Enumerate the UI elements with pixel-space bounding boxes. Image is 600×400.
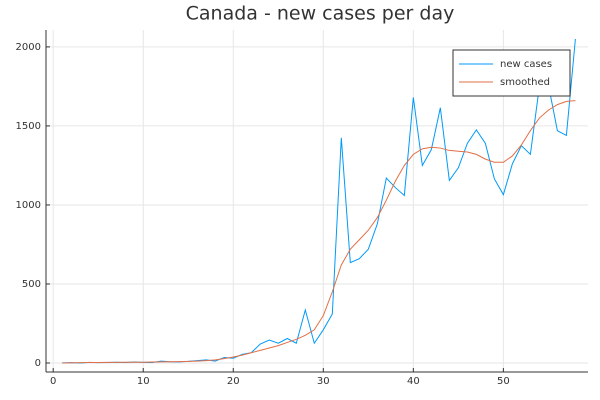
y-tick-label: 500 <box>22 279 41 290</box>
data-line <box>62 100 576 364</box>
y-tick-label: 0 <box>35 358 41 369</box>
legend-label: smoothed <box>500 77 550 88</box>
y-tick-label: 1500 <box>16 121 41 132</box>
x-tick-label: 40 <box>407 376 420 387</box>
legend-box <box>452 49 571 97</box>
y-tick-label: 2000 <box>16 42 41 53</box>
legend-label: new cases <box>500 59 552 70</box>
x-tick-label: 30 <box>317 376 330 387</box>
x-tick-label: 0 <box>50 376 56 387</box>
x-tick-label: 50 <box>497 376 510 387</box>
chart-title: Canada - new cases per day <box>186 3 455 25</box>
x-tick-label: 20 <box>227 376 240 387</box>
y-tick-label: 1000 <box>16 200 41 211</box>
x-tick-label: 10 <box>137 376 150 387</box>
